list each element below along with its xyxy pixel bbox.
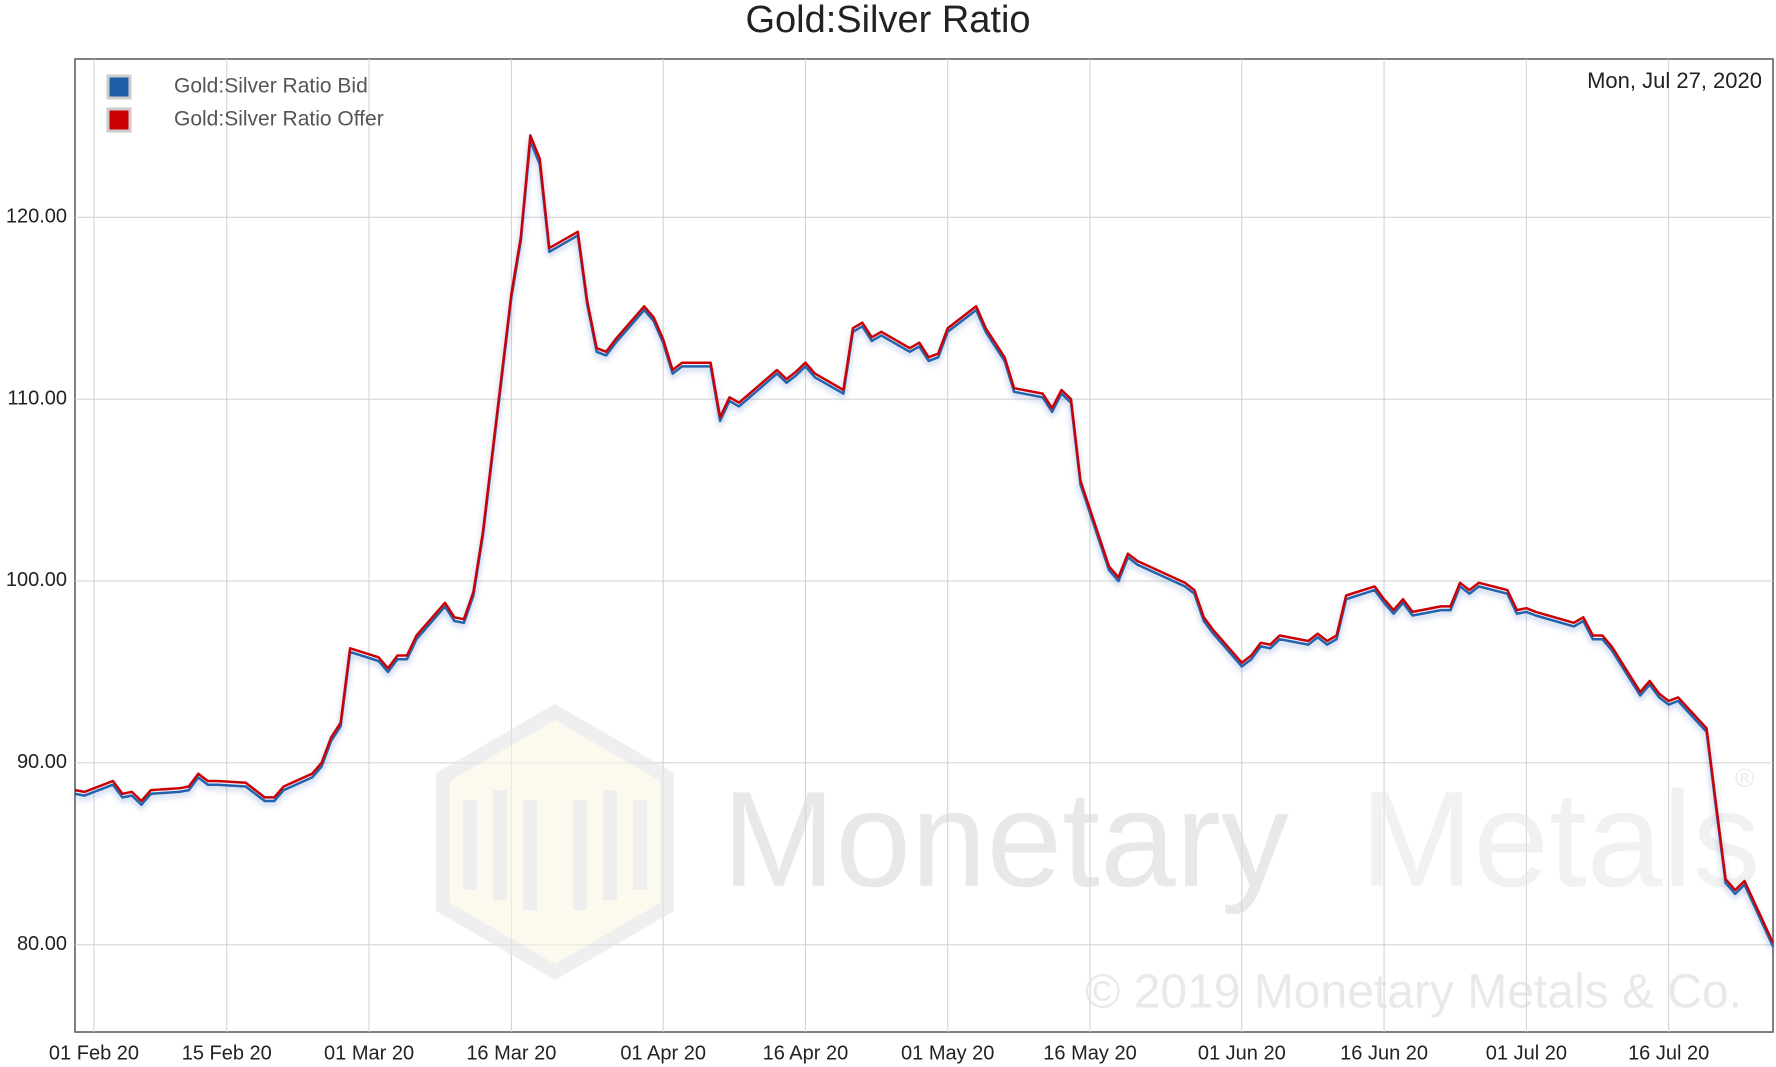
x-tick-label: 01 May 20 — [901, 1042, 994, 1064]
legend-swatch — [106, 74, 132, 100]
watermark: Monetary Metals ® © 2019 Monetary Metals… — [436, 703, 1761, 1019]
watermark-logo-bars — [463, 790, 647, 910]
legend-label: Gold:Silver Ratio Offer — [174, 108, 384, 131]
legend-swatch — [106, 107, 132, 133]
x-tick-label: 16 Jun 20 — [1340, 1042, 1428, 1064]
x-tick-label: 16 Apr 20 — [763, 1042, 849, 1064]
legend-label: Gold:Silver Ratio Bid — [174, 75, 368, 98]
x-tick-label: 01 Apr 20 — [620, 1042, 706, 1064]
x-tick-label: 16 Mar 20 — [466, 1042, 556, 1064]
x-tick-label: 01 Feb 20 — [49, 1042, 139, 1064]
watermark-registered: ® — [1735, 763, 1754, 793]
y-tick-label: 110.00 — [7, 387, 67, 409]
y-tick-label: 120.00 — [6, 206, 67, 228]
chart-title: Gold:Silver Ratio — [745, 0, 1030, 41]
watermark-brand: Monetary — [722, 763, 1289, 915]
x-tick-label: 01 Jun 20 — [1198, 1042, 1286, 1064]
date-annotation: Mon, Jul 27, 2020 — [1587, 68, 1762, 93]
x-tick-label: 01 Mar 20 — [324, 1042, 414, 1064]
watermark-logo — [436, 703, 674, 981]
x-tick-label: 15 Feb 20 — [182, 1042, 272, 1064]
y-tick-label: 100.00 — [6, 569, 67, 591]
series-line — [74, 139, 1775, 948]
series-line — [74, 134, 1775, 944]
x-tick-label: 01 Jul 20 — [1486, 1042, 1567, 1064]
x-tick-label: 16 Jul 20 — [1628, 1042, 1709, 1064]
y-tick-label: 90.00 — [17, 751, 67, 773]
watermark-brand: Metals — [1360, 763, 1761, 915]
watermark-copyright: © 2019 Monetary Metals & Co. — [1085, 966, 1742, 1019]
plot-area — [74, 58, 1774, 1033]
y-tick-label: 80.00 — [17, 933, 67, 955]
x-tick-label: 16 May 20 — [1043, 1042, 1136, 1064]
